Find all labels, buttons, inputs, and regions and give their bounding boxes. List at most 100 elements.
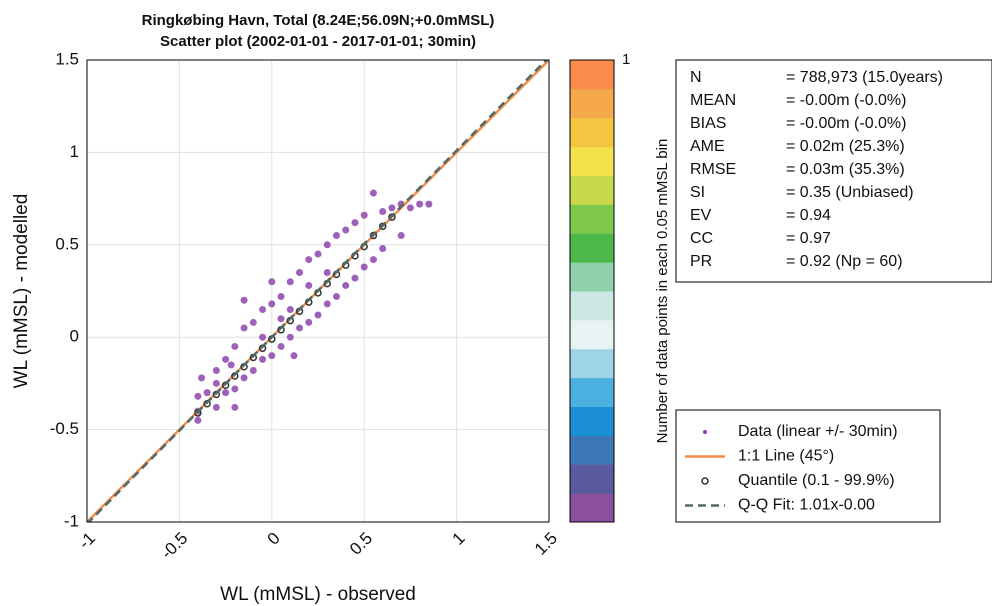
data-point [203,389,211,397]
data-point [268,278,276,286]
stat-value: = 0.03m (35.3%) [786,161,905,178]
y-tick-label: -0.5 [50,419,79,438]
data-point [379,208,387,216]
stats-box [675,59,992,283]
colorbar-tick-label: 1 [622,51,630,68]
x-tick-label: 0.5 [346,529,376,559]
data-point [397,232,405,240]
stat-name: AME [690,138,725,155]
data-point [342,281,350,289]
data-point [296,324,304,332]
legend-label: 1:1 Line (45°) [738,448,834,465]
quantile-point [194,409,202,417]
stat-name: MEAN [690,92,736,109]
y-tick-label: 1.5 [55,49,79,68]
colorbar-segment [570,493,614,523]
data-point [314,311,322,319]
data-point [323,300,331,308]
x-tick-label: 1 [448,529,468,549]
data-point [342,226,350,234]
x-axis-label: WL (mMSL) - observed [220,584,416,605]
quantile-point [388,213,396,221]
data-point [323,241,331,249]
data-point [314,250,322,258]
stat-value: = 788,973 (15.0years) [786,69,943,86]
data-point [277,293,285,301]
colorbar-segment [570,348,614,379]
chart-subtitle: Scatter plot (2002-01-01 - 2017-01-01; 3… [160,33,476,50]
colorbar-segment [570,319,614,350]
data-point [305,318,313,326]
data-point [416,200,424,208]
data-point [212,403,220,411]
legend-label: Data (linear +/- 30min) [738,423,898,440]
colorbar-segment [570,291,614,321]
data-point [194,416,202,424]
plot-layer [87,60,549,522]
stat-value: = 0.92 (Np = 60) [786,253,903,270]
colorbar-segment [570,175,614,205]
colorbar-segment [570,233,614,263]
legend-label: Q-Q Fit: 1.01x-0.00 [738,497,875,514]
data-point [259,333,267,341]
colorbar-segment [570,60,614,90]
data-point [249,318,257,326]
data-point [259,305,267,313]
quantile-point [369,231,378,240]
data-point [249,366,257,374]
data-point [369,189,377,197]
legend-marker [703,430,707,434]
y-tick-label: 1 [70,142,79,161]
data-point [212,379,220,387]
stat-name: EV [690,207,712,224]
data-point [406,204,414,212]
data-point [286,305,294,313]
stat-value: = 0.97 [786,230,831,247]
colorbar-border [569,59,615,523]
data-point [277,342,285,350]
stat-name: CC [690,230,713,247]
stat-value: = -0.00m (-0.0%) [786,115,906,132]
x-tick-label: -1 [75,529,99,553]
data-point [286,333,294,341]
stat-value: = 0.35 (Unbiased) [786,184,914,201]
data-point [240,296,248,304]
data-point [231,403,239,411]
x-tick-label: -0.5 [157,529,191,563]
y-axis-label: WL (mMSL) - modelled [11,194,32,389]
data-point [305,256,313,264]
quantile-point [378,222,387,231]
colorbar-segment [570,117,614,148]
data-point [332,232,340,240]
data-point [360,263,368,271]
data-point [388,204,396,212]
colorbar-segment [570,377,614,407]
data-point [296,269,304,277]
data-point [231,342,239,350]
stat-value: = -0.00m (-0.0%) [786,92,906,109]
colorbar-segment [570,204,614,234]
chart-title: Ringkøbing Havn, Total (8.24E;56.09N;+0.… [142,12,495,29]
data-point [305,281,313,289]
data-point [222,389,230,397]
data-point [286,278,294,286]
data-point [323,269,331,277]
data-point [379,244,387,252]
data-point [240,374,248,382]
data-point [268,300,276,308]
data-point [290,352,298,360]
colorbar-segment [570,88,614,119]
y-tick-label: -1 [64,511,79,530]
data-point [369,256,377,264]
stat-value: = 0.94 [786,207,831,224]
colorbar-label: Number of data points in each 0.05 mMSL … [654,139,671,444]
data-point [231,385,239,393]
data-point [212,366,220,374]
data-point [332,293,340,301]
colorbar-segment [570,406,614,436]
stat-name: PR [690,253,712,270]
quantile-point [203,399,211,408]
data-point [425,200,433,208]
colorbar-segment [570,464,614,494]
